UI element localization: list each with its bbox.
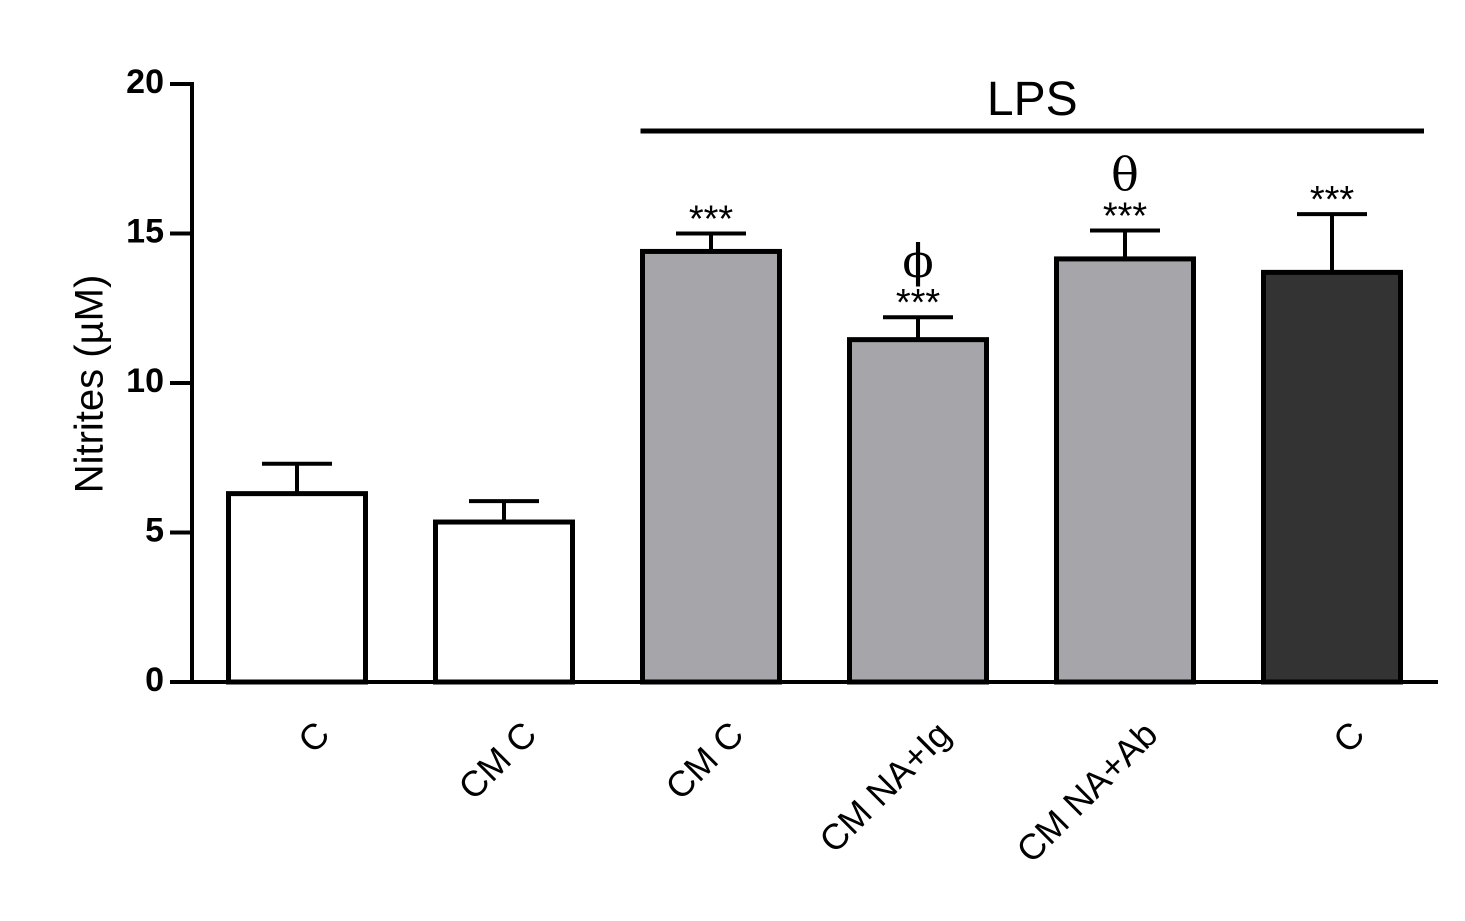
x-category-label-1: CM C	[450, 713, 544, 807]
x-category-label-3: CM NA+Ig	[811, 713, 958, 860]
bar-1	[433, 519, 575, 685]
significance-5: ***	[1310, 179, 1355, 221]
bars	[226, 212, 1403, 685]
bar-2	[640, 248, 782, 685]
bar-0	[226, 491, 368, 685]
y-tick-label: 20	[126, 63, 164, 101]
x-axis: C CM C CM C CM NA+Ig CM NA+Ab C	[190, 680, 1438, 870]
x-category-label-0: C	[290, 713, 337, 760]
bar-3	[847, 337, 989, 685]
significance-2: ***	[689, 199, 734, 241]
y-tick-label: 10	[126, 362, 164, 400]
significance-4: ***	[1103, 196, 1148, 238]
symbol-4: θ	[1111, 148, 1139, 202]
x-category-label-4: CM NA+Ab	[1008, 713, 1165, 870]
bar-4	[1054, 256, 1196, 685]
y-axis-label: Nitrites (µM)	[68, 275, 112, 494]
lps-group-label: LPS	[987, 73, 1078, 126]
y-tick-label: 15	[126, 212, 164, 250]
annotations: ******ϕ***θ ***LPS	[640, 73, 1424, 324]
symbol-3: ϕ	[902, 234, 933, 288]
x-category-label-2: CM C	[657, 713, 751, 807]
y-axis: 0 5 10 15 20	[126, 63, 194, 699]
significance-3: ***	[896, 282, 941, 324]
bar-5	[1261, 269, 1403, 685]
x-category-label-5: C	[1325, 713, 1372, 760]
y-tick-label: 5	[145, 511, 164, 549]
y-tick-label: 0	[145, 661, 164, 699]
